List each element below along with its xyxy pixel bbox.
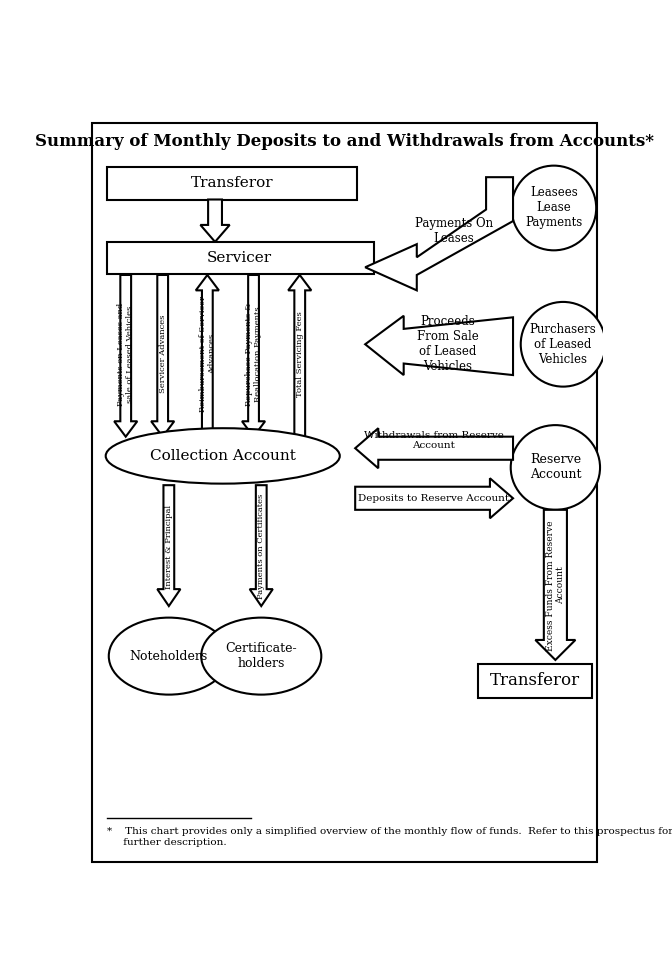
Text: Deposits to Reserve Account: Deposits to Reserve Account: [358, 494, 509, 503]
Polygon shape: [196, 275, 219, 436]
Polygon shape: [114, 275, 137, 436]
Polygon shape: [355, 428, 513, 468]
Ellipse shape: [511, 426, 600, 509]
Text: Servicer: Servicer: [207, 251, 272, 265]
Polygon shape: [355, 478, 513, 518]
Polygon shape: [151, 275, 174, 436]
Polygon shape: [365, 178, 513, 291]
Text: Payments on Leases and
sale of Leased Vehicles: Payments on Leases and sale of Leased Ve…: [117, 303, 134, 406]
Text: Leasees
Lease
Payments: Leasees Lease Payments: [526, 186, 583, 229]
Text: *    This chart provides only a simplified overview of the monthly flow of funds: * This chart provides only a simplified …: [108, 827, 672, 836]
Text: Reserve
Account: Reserve Account: [530, 454, 581, 481]
Text: Excess Funds From Reserve
Account: Excess Funds From Reserve Account: [546, 520, 565, 651]
Text: Total Servicing Fees: Total Servicing Fees: [296, 311, 304, 397]
Bar: [108, 242, 374, 274]
Text: Transferor: Transferor: [491, 672, 581, 689]
Text: Certificate-
holders: Certificate- holders: [225, 642, 297, 671]
Bar: [478, 664, 592, 698]
Ellipse shape: [109, 618, 229, 695]
Text: Repurchase Payments &
Reallocation Payments: Repurchase Payments & Reallocation Payme…: [245, 303, 262, 406]
Ellipse shape: [511, 166, 596, 250]
Text: Noteholders: Noteholders: [130, 650, 208, 663]
Text: Reimbursement of Servicer
Advances: Reimbursement of Servicer Advances: [199, 297, 216, 412]
Text: Payments On
Leases: Payments On Leases: [415, 217, 493, 245]
Polygon shape: [242, 275, 265, 436]
Polygon shape: [365, 316, 513, 375]
Ellipse shape: [106, 428, 340, 484]
Polygon shape: [288, 275, 311, 436]
Text: Interest & Principal: Interest & Principal: [165, 505, 173, 589]
Text: further description.: further description.: [108, 837, 227, 847]
Text: Collection Account: Collection Account: [150, 449, 296, 463]
Text: Payments on Certificates: Payments on Certificates: [257, 494, 265, 599]
Text: Proceeds
From Sale
of Leased
Vehicles: Proceeds From Sale of Leased Vehicles: [417, 315, 478, 373]
Polygon shape: [200, 199, 230, 242]
Bar: [108, 167, 358, 199]
Ellipse shape: [521, 302, 605, 386]
Text: Withdrawals from Reserve
Account: Withdrawals from Reserve Account: [364, 430, 503, 450]
Text: Purchasers
of Leased
Vehicles: Purchasers of Leased Vehicles: [530, 323, 597, 366]
Ellipse shape: [201, 618, 321, 695]
Polygon shape: [157, 485, 180, 606]
Text: Transferor: Transferor: [191, 177, 274, 190]
Polygon shape: [536, 509, 575, 660]
Text: Servicer Advances: Servicer Advances: [159, 315, 167, 393]
Text: Summary of Monthly Deposits to and Withdrawals from Accounts*: Summary of Monthly Deposits to and Withd…: [35, 134, 654, 150]
Polygon shape: [250, 485, 273, 606]
